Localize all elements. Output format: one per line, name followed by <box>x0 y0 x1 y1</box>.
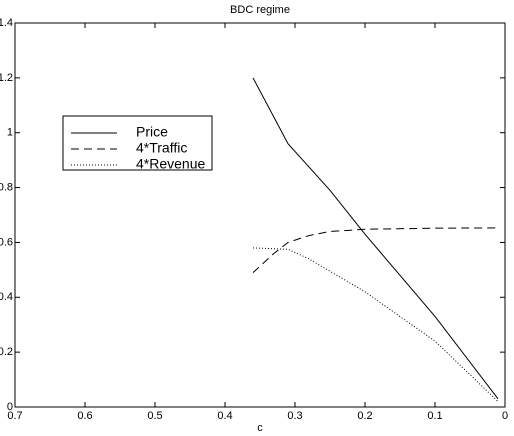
x-tick-label: 0 <box>502 410 508 422</box>
legend-box <box>62 115 213 171</box>
plot-frame <box>14 22 506 408</box>
y-tick-label: 0.8 <box>0 181 13 193</box>
data-line <box>252 247 499 402</box>
data-line <box>252 227 499 273</box>
y-tick-label: 0.4 <box>0 291 13 303</box>
x-tick-label: 0.2 <box>357 410 372 422</box>
x-tick-label: 0.6 <box>77 410 92 422</box>
y-tick-label: 0.6 <box>0 236 13 248</box>
y-tick-label: 1 <box>7 127 13 139</box>
x-tick-label: 0.1 <box>427 410 442 422</box>
legend-label: 4*Traffic <box>136 140 187 156</box>
legend-label: 4*Revenue <box>136 156 205 172</box>
y-tick-label: 0 <box>7 401 13 413</box>
y-tick-label: 0.2 <box>0 346 13 358</box>
x-tick-label: 0.7 <box>7 410 22 422</box>
data-line <box>252 77 499 400</box>
x-tick-label: 0.5 <box>147 410 162 422</box>
x-tick-label: 0.3 <box>287 410 302 422</box>
y-tick-label: 1.4 <box>0 17 13 29</box>
chart-title: BDC regime <box>230 4 290 16</box>
x-axis-label: c <box>257 422 263 434</box>
legend-label: Price <box>136 124 168 140</box>
x-tick-label: 0.4 <box>217 410 232 422</box>
y-tick-label: 1.2 <box>0 72 13 84</box>
